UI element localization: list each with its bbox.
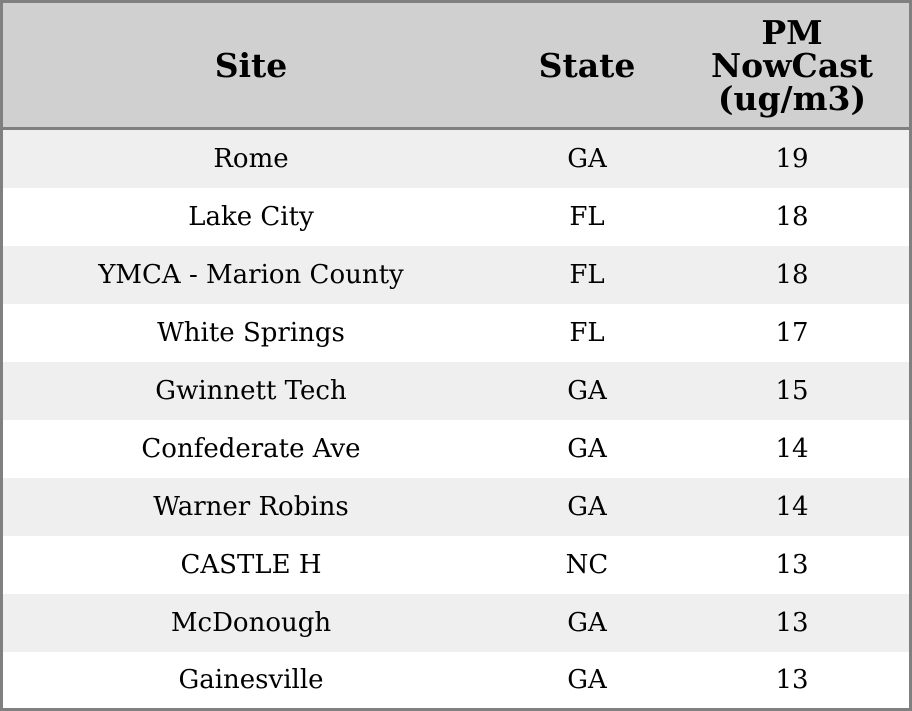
table-body: Rome GA 19 Lake City FL 18 YMCA - Marion Count…: [3, 128, 909, 708]
pm-value-cell: 14: [675, 420, 909, 478]
site-cell: CASTLE H: [3, 536, 499, 594]
pm-value-cell: 14: [675, 478, 909, 536]
table-row: Warner Robins GA 14: [3, 478, 909, 536]
header-state: State: [499, 3, 675, 130]
site-cell: Warner Robins: [3, 478, 499, 536]
site-cell: McDonough: [3, 594, 499, 652]
table-header: Site State PM NowCast (ug/m3): [3, 3, 909, 130]
state-cell: GA: [499, 128, 675, 188]
header-pm-line-1: PM: [761, 12, 823, 52]
state-cell: GA: [499, 420, 675, 478]
state-cell: GA: [499, 478, 675, 536]
pm-value-cell: 18: [675, 246, 909, 304]
state-cell: GA: [499, 652, 675, 708]
site-cell: Gwinnett Tech: [3, 362, 499, 420]
pm-value-cell: 13: [675, 594, 909, 652]
pm-value-cell: 13: [675, 652, 909, 708]
header-site: Site: [3, 3, 499, 130]
table-row: White Springs FL 17: [3, 304, 909, 362]
site-cell: Confederate Ave: [3, 420, 499, 478]
pm-value-cell: 13: [675, 536, 909, 594]
header-pm-nowcast: PM NowCast (ug/m3): [675, 3, 909, 130]
pm-value-cell: 17: [675, 304, 909, 362]
site-cell: White Springs: [3, 304, 499, 362]
table-row: Gainesville GA 13: [3, 652, 909, 708]
site-cell: Gainesville: [3, 652, 499, 708]
pm-value-cell: 18: [675, 188, 909, 246]
state-cell: NC: [499, 536, 675, 594]
table-row: Rome GA 19: [3, 128, 909, 188]
pm-nowcast-table: Site State PM NowCast (ug/m3) Rome GA 19 La…: [3, 3, 909, 708]
header-row: Site State PM NowCast (ug/m3): [3, 3, 909, 130]
table-row: Lake City FL 18: [3, 188, 909, 246]
table-row: Confederate Ave GA 14: [3, 420, 909, 478]
pm-value-cell: 19: [675, 128, 909, 188]
header-site-label: Site: [214, 45, 288, 85]
header-state-label: State: [538, 45, 636, 85]
state-cell: GA: [499, 362, 675, 420]
state-cell: FL: [499, 188, 675, 246]
pm-value-cell: 15: [675, 362, 909, 420]
table-row: McDonough GA 13: [3, 594, 909, 652]
table-row: Gwinnett Tech GA 15: [3, 362, 909, 420]
table-row: YMCA - Marion County FL 18: [3, 246, 909, 304]
site-cell: Rome: [3, 128, 499, 188]
site-cell: Lake City: [3, 188, 499, 246]
header-pm-line-3: (ug/m3): [717, 78, 867, 118]
state-cell: FL: [499, 246, 675, 304]
state-cell: GA: [499, 594, 675, 652]
state-cell: FL: [499, 304, 675, 362]
header-pm-line-2: NowCast: [710, 45, 874, 85]
table-row: CASTLE H NC 13: [3, 536, 909, 594]
site-cell: YMCA - Marion County: [3, 246, 499, 304]
